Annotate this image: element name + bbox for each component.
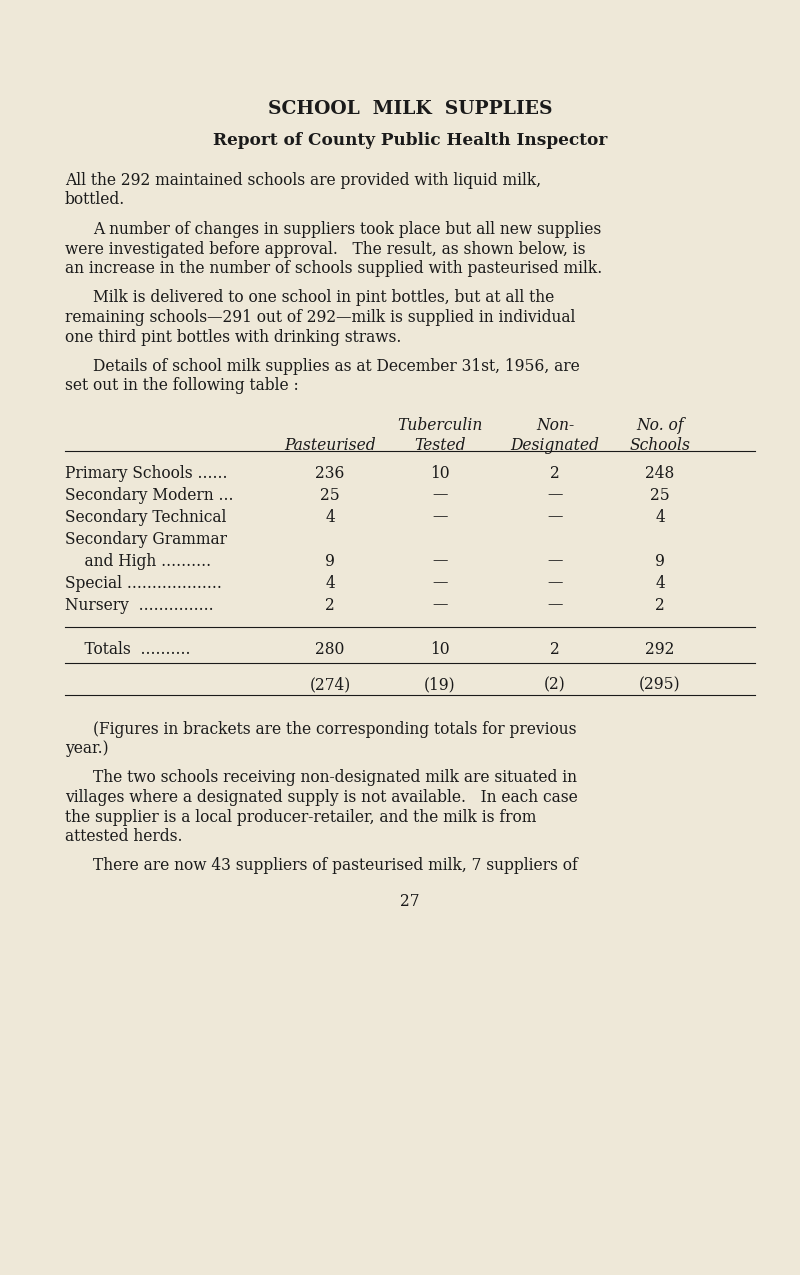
Text: 4: 4	[655, 575, 665, 592]
Text: 2: 2	[550, 464, 560, 482]
Text: 292: 292	[646, 640, 674, 658]
Text: (Figures in brackets are the corresponding totals for previous: (Figures in brackets are the correspondi…	[93, 720, 577, 737]
Text: 248: 248	[646, 464, 674, 482]
Text: —: —	[432, 597, 448, 613]
Text: There are now 43 suppliers of pasteurised milk, 7 suppliers of: There are now 43 suppliers of pasteurise…	[93, 858, 578, 875]
Text: set out in the following table :: set out in the following table :	[65, 377, 298, 394]
Text: 2: 2	[550, 640, 560, 658]
Text: No. of: No. of	[636, 417, 684, 434]
Text: Designated: Designated	[510, 436, 599, 454]
Text: Tested: Tested	[414, 436, 466, 454]
Text: (19): (19)	[424, 677, 456, 694]
Text: 4: 4	[325, 575, 335, 592]
Text: 280: 280	[315, 640, 345, 658]
Text: 4: 4	[325, 509, 335, 525]
Text: Totals  ..........: Totals ..........	[65, 640, 190, 658]
Text: one third pint bottles with drinking straws.: one third pint bottles with drinking str…	[65, 329, 402, 346]
Text: —: —	[547, 509, 562, 525]
Text: Nursery  ...............: Nursery ...............	[65, 597, 214, 613]
Text: 10: 10	[430, 640, 450, 658]
Text: villages where a designated supply is not available.   In each case: villages where a designated supply is no…	[65, 789, 578, 806]
Text: 9: 9	[325, 552, 335, 570]
Text: attested herds.: attested herds.	[65, 827, 182, 845]
Text: Primary Schools ......: Primary Schools ......	[65, 464, 227, 482]
Text: were investigated before approval.   The result, as shown below, is: were investigated before approval. The r…	[65, 241, 586, 258]
Text: Non-: Non-	[536, 417, 574, 434]
Text: —: —	[547, 575, 562, 592]
Text: an increase in the number of schools supplied with pasteurised milk.: an increase in the number of schools sup…	[65, 260, 602, 277]
Text: year.): year.)	[65, 740, 109, 757]
Text: Details of school milk supplies as at December 31st, 1956, are: Details of school milk supplies as at De…	[93, 358, 580, 375]
Text: 236: 236	[315, 464, 345, 482]
Text: 25: 25	[650, 487, 670, 504]
Text: 10: 10	[430, 464, 450, 482]
Text: —: —	[432, 487, 448, 504]
Text: 25: 25	[320, 487, 340, 504]
Text: —: —	[432, 552, 448, 570]
Text: the supplier is a local producer-retailer, and the milk is from: the supplier is a local producer-retaile…	[65, 808, 536, 825]
Text: 2: 2	[325, 597, 335, 613]
Text: Secondary Technical: Secondary Technical	[65, 509, 226, 525]
Text: Pasteurised: Pasteurised	[284, 436, 376, 454]
Text: Secondary Modern ...: Secondary Modern ...	[65, 487, 234, 504]
Text: All the 292 maintained schools are provided with liquid milk,: All the 292 maintained schools are provi…	[65, 172, 541, 189]
Text: 27: 27	[400, 894, 420, 910]
Text: —: —	[432, 575, 448, 592]
Text: A number of changes in suppliers took place but all new supplies: A number of changes in suppliers took pl…	[93, 221, 602, 238]
Text: —: —	[547, 597, 562, 613]
Text: (2): (2)	[544, 677, 566, 694]
Text: Tuberculin: Tuberculin	[398, 417, 482, 434]
Text: Milk is delivered to one school in pint bottles, but at all the: Milk is delivered to one school in pint …	[93, 289, 554, 306]
Text: (295): (295)	[639, 677, 681, 694]
Text: 2: 2	[655, 597, 665, 613]
Text: —: —	[547, 552, 562, 570]
Text: 4: 4	[655, 509, 665, 525]
Text: and High ..........: and High ..........	[65, 552, 211, 570]
Text: Schools: Schools	[630, 436, 690, 454]
Text: Secondary Grammar: Secondary Grammar	[65, 530, 227, 547]
Text: —: —	[432, 509, 448, 525]
Text: SCHOOL  MILK  SUPPLIES: SCHOOL MILK SUPPLIES	[268, 99, 552, 119]
Text: Special ...................: Special ...................	[65, 575, 222, 592]
Text: Report of County Public Health Inspector: Report of County Public Health Inspector	[213, 133, 607, 149]
Text: 9: 9	[655, 552, 665, 570]
Text: The two schools receiving non-designated milk are situated in: The two schools receiving non-designated…	[93, 770, 577, 787]
Text: bottled.: bottled.	[65, 191, 126, 209]
Text: (274): (274)	[310, 677, 350, 694]
Text: remaining schools—291 out of 292—milk is supplied in individual: remaining schools—291 out of 292—milk is…	[65, 309, 575, 326]
Text: —: —	[547, 487, 562, 504]
